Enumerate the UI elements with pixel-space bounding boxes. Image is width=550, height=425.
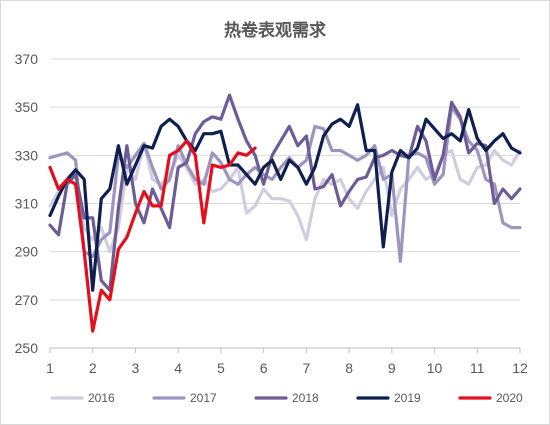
legend-label-2016: 2016 xyxy=(88,391,115,405)
series-line-2018 xyxy=(48,93,522,292)
x-tick-label: 5 xyxy=(217,360,225,376)
x-tick-label: 7 xyxy=(302,360,310,376)
x-tick-label: 11 xyxy=(470,360,485,376)
x-axis-ticks: 1 2 3 4 5 6 7 8 9 10 11 12 xyxy=(46,348,528,376)
y-tick-label: 370 xyxy=(15,51,39,67)
y-tick-label: 270 xyxy=(15,292,39,308)
y-tick-label: 290 xyxy=(15,244,39,260)
series-line-2019 xyxy=(48,103,522,292)
x-tick-label: 9 xyxy=(388,360,396,376)
x-tick-label: 1 xyxy=(46,360,54,376)
y-tick-label: 330 xyxy=(15,147,39,163)
x-tick-label: 12 xyxy=(512,360,528,376)
legend: 2016 2017 2018 2019 2020 xyxy=(50,391,523,405)
x-tick-label: 10 xyxy=(427,360,443,376)
legend-label-2019: 2019 xyxy=(394,391,421,405)
legend-label-2018: 2018 xyxy=(292,391,319,405)
series-line-2020 xyxy=(48,139,257,333)
x-tick-label: 3 xyxy=(132,360,140,376)
x-tick-label: 6 xyxy=(260,360,268,376)
series-lines xyxy=(48,93,522,333)
legend-label-2020: 2020 xyxy=(496,391,523,405)
chart-title: 热卷表观需求 xyxy=(224,20,326,41)
y-tick-label: 310 xyxy=(15,196,39,212)
y-tick-label: 250 xyxy=(15,340,39,356)
legend-label-2017: 2017 xyxy=(190,391,217,405)
y-tick-label: 350 xyxy=(15,99,39,115)
y-axis-ticks: 250 270 290 310 330 350 370 xyxy=(15,51,39,356)
x-tick-label: 8 xyxy=(345,360,353,376)
x-tick-label: 4 xyxy=(174,360,182,376)
x-tick-label: 2 xyxy=(89,360,97,376)
